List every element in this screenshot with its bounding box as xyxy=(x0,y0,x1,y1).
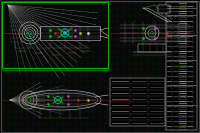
Circle shape xyxy=(64,32,66,34)
Bar xyxy=(166,2,197,130)
Bar xyxy=(138,44,166,52)
Bar xyxy=(158,5,170,13)
Bar xyxy=(110,78,165,126)
Bar xyxy=(40,26,100,40)
Bar xyxy=(2,2,108,68)
